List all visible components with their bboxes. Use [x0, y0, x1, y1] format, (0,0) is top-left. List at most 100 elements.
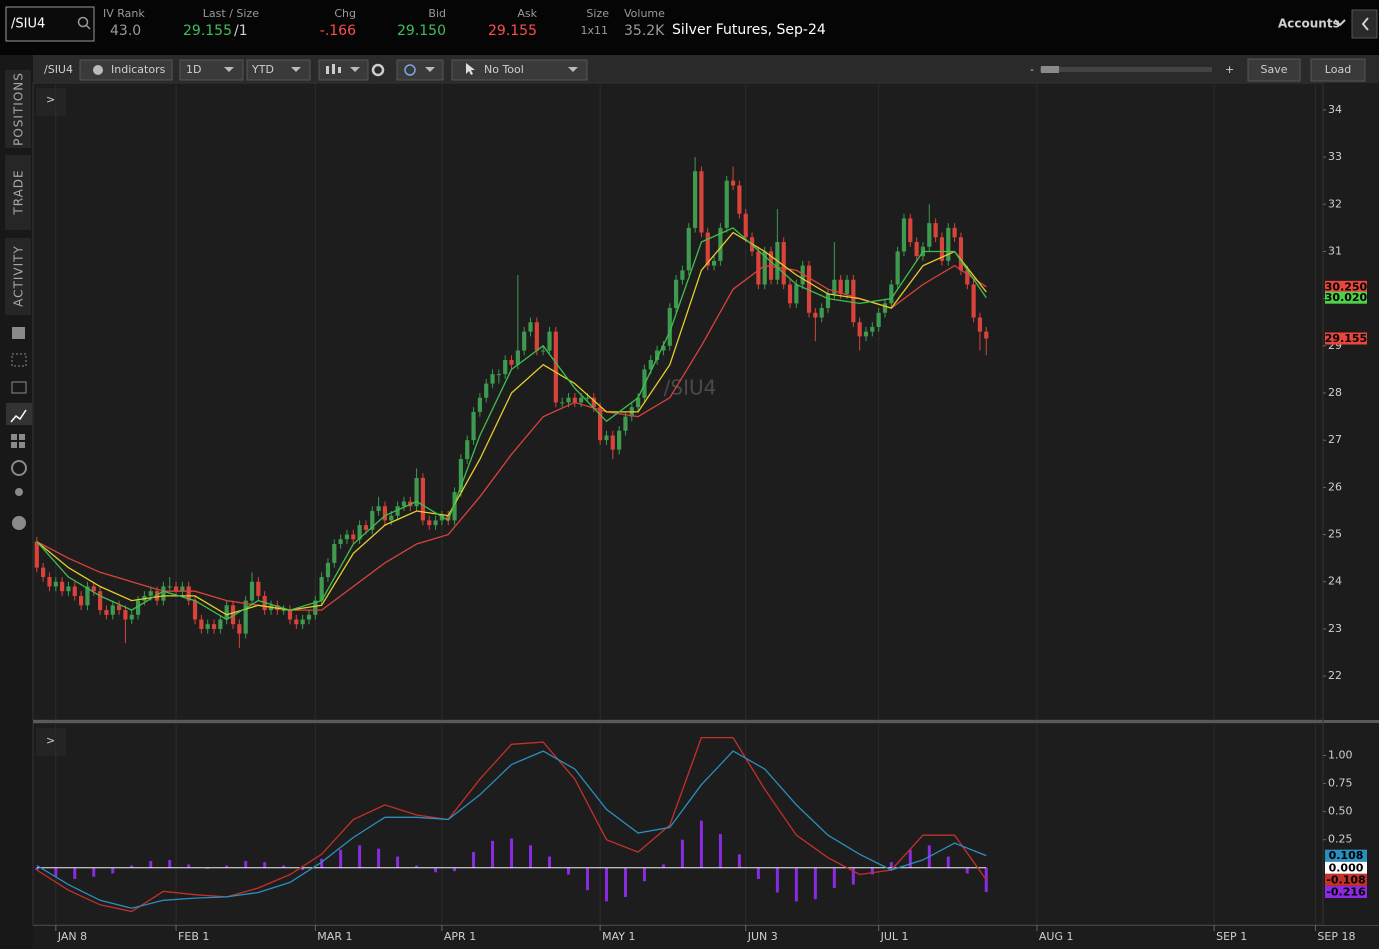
tool-dropdown[interactable] [451, 59, 588, 81]
candle-body [591, 397, 596, 408]
sidebar-icon[interactable] [15, 488, 23, 496]
zoom-out[interactable]: - [1030, 63, 1034, 76]
x-tick-label: JUL 1 [880, 930, 909, 943]
candle-body [952, 227, 957, 238]
x-tick-label: FEB 1 [178, 930, 209, 943]
candle-body [787, 284, 793, 304]
chart-style-dropdown[interactable] [318, 59, 369, 81]
pane-toggle-label[interactable]: > [46, 93, 55, 106]
histogram-bar [737, 854, 741, 868]
range-dropdown[interactable] [246, 59, 311, 81]
y-tick-label: 23 [1328, 622, 1342, 635]
sidebar-tab-label[interactable]: TRADE [12, 169, 26, 215]
symbol-text[interactable]: /SIU4 [11, 17, 45, 32]
candle-body [72, 586, 77, 596]
candle-body [85, 586, 90, 606]
pane-toggle[interactable] [36, 728, 66, 756]
candle-body [294, 619, 299, 625]
sidebar-tab[interactable] [5, 155, 31, 230]
sidebar-icon[interactable] [12, 327, 25, 339]
sidebar-tab-label[interactable]: ACTIVITY [12, 245, 26, 307]
candle-body [218, 619, 223, 629]
price-marker [1325, 332, 1367, 345]
candle-body [806, 265, 812, 313]
price-marker-label: 0.108 [1329, 849, 1364, 862]
save-button[interactable] [1247, 58, 1301, 82]
pane-toggle-label[interactable]: > [46, 734, 55, 747]
histogram-bar [263, 862, 267, 868]
candle-body [857, 322, 862, 337]
histogram-bar [756, 867, 760, 879]
sidebar-icon[interactable] [11, 460, 27, 476]
sidebar-icon[interactable] [11, 434, 17, 440]
sidebar-icon[interactable] [19, 434, 25, 440]
sidebar-tab[interactable] [5, 238, 31, 315]
candle-body [167, 586, 172, 588]
candle-body [79, 595, 84, 606]
sidebar-icon[interactable] [11, 442, 17, 448]
sidebar-tab-label[interactable]: POSITIONS [12, 72, 26, 146]
sidebar-icon[interactable] [12, 516, 26, 530]
candle-body [116, 605, 122, 611]
histogram-bar [225, 865, 229, 868]
candle-body [471, 411, 476, 441]
accounts-chevron[interactable] [1334, 19, 1346, 27]
x-tick-label: MAR 1 [317, 930, 352, 943]
search-icon[interactable] [77, 16, 89, 28]
sidebar-icon[interactable] [11, 381, 27, 394]
sidebar-tab[interactable] [5, 70, 31, 148]
candle-body [604, 435, 609, 441]
settings-gear[interactable] [371, 63, 385, 77]
histogram-bar [832, 867, 836, 888]
candle-body [389, 515, 394, 521]
candle-body [338, 539, 343, 544]
toolbar-symbol: /SIU4 [44, 63, 73, 76]
field-value: -.166 [320, 23, 356, 39]
candle-body [882, 303, 888, 313]
y-tick-label: 25 [1328, 528, 1342, 541]
drawing-set-dropdown[interactable] [396, 59, 444, 81]
candle-body [705, 232, 710, 266]
price-marker-label: 29.155 [1325, 332, 1367, 345]
save-label[interactable]: Save [1260, 63, 1287, 76]
load-label[interactable]: Load [1325, 63, 1351, 76]
load-button[interactable] [1310, 58, 1366, 82]
dropdown-caret [425, 67, 435, 72]
chart-style-icon [332, 64, 335, 74]
zoom-in[interactable]: + [1225, 63, 1234, 76]
pane-toggle[interactable] [36, 88, 66, 116]
y-tick-label: 33 [1328, 150, 1342, 163]
zoom-track[interactable] [1040, 67, 1212, 72]
histogram-bar [396, 856, 400, 868]
indicators-label[interactable]: Indicators [111, 63, 166, 76]
candle-body [344, 534, 350, 540]
candle-body [192, 600, 198, 620]
candle-body [547, 331, 552, 351]
candle-body [110, 605, 115, 615]
field-value: 29.150 [397, 23, 446, 39]
candle-body [243, 600, 248, 634]
histogram-bar [510, 838, 514, 868]
tool-label[interactable]: No Tool [484, 63, 524, 76]
histogram-bar [54, 867, 58, 877]
accounts-button[interactable]: Accounts [1278, 17, 1340, 31]
aggregation-label[interactable]: 1D [186, 63, 201, 76]
candle-body [161, 586, 166, 601]
candle-body [648, 359, 653, 370]
sidebar-icon-selected[interactable] [6, 403, 32, 425]
aggregation-dropdown[interactable] [179, 59, 244, 81]
candle-body [60, 581, 65, 592]
histogram-bar [130, 865, 134, 868]
x-tick-label: AUG 1 [1039, 930, 1074, 943]
indicators-button[interactable] [79, 59, 173, 81]
candle-body [91, 586, 96, 592]
histogram-bar [168, 859, 172, 868]
sidebar-icon[interactable] [19, 442, 25, 448]
range-label[interactable]: YTD [251, 63, 274, 76]
collapse-button[interactable] [1351, 9, 1378, 39]
sidebar-icon[interactable] [11, 353, 27, 367]
candle-body [927, 223, 932, 247]
candle-body [737, 185, 742, 214]
zoom-handle[interactable] [1041, 66, 1059, 73]
candle-body [319, 577, 324, 601]
